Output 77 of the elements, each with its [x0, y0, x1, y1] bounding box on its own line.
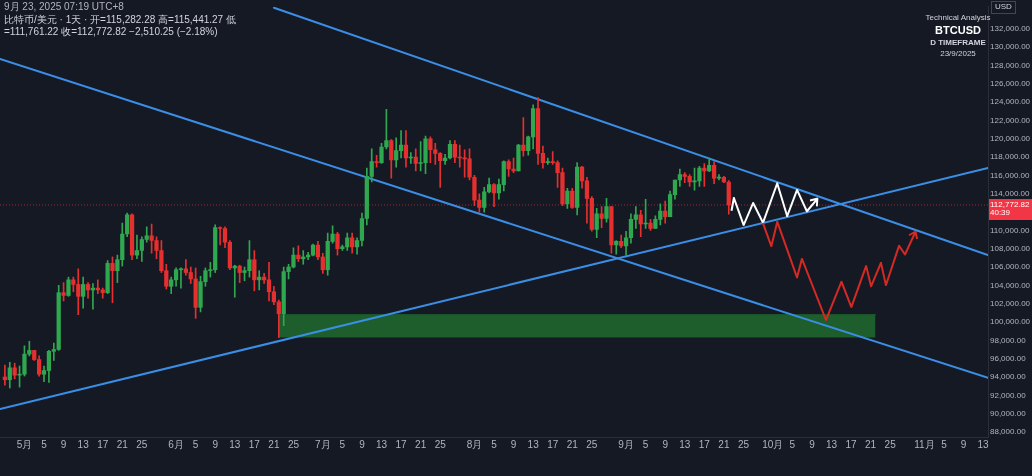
- annotation: D TIMEFRAME: [930, 38, 986, 48]
- x-tick-label: 25: [737, 438, 750, 450]
- x-tick-label: 17: [395, 438, 408, 450]
- text: 40:39: [990, 207, 1011, 217]
- x-tick-label: 25: [287, 438, 300, 450]
- annotation: BTCUSD: [935, 24, 981, 38]
- y-tick-label: 94,000.00: [990, 372, 1027, 382]
- x-tick-label: 5: [339, 438, 346, 450]
- x-tick-label: 17: [698, 438, 711, 450]
- x-tick-label: 25: [434, 438, 447, 450]
- y-tick-label: 106,000.00: [990, 262, 1031, 272]
- y-tick-label: 108,000.00: [990, 243, 1031, 253]
- y-tick-label: 116,000.00: [990, 170, 1030, 180]
- y-tick-label: 90,000.00: [990, 408, 1027, 418]
- x-tick-label: 21: [566, 438, 579, 450]
- annotation: 23/9/2025: [940, 49, 976, 59]
- x-tick-label: 21: [718, 438, 730, 450]
- x-tick-label: 9: [662, 438, 669, 450]
- x-tick-label: 5月: [16, 438, 33, 450]
- x-tick-label: 13: [679, 438, 691, 450]
- x-tick-label: 13: [825, 438, 838, 450]
- y-tick-label: 98,000.00: [990, 335, 1027, 345]
- y-tick-label: 122,000.00: [990, 115, 1031, 125]
- x-tick-label: 21: [865, 438, 877, 450]
- y-tick-label: 110,000.00: [990, 225, 1030, 235]
- y-tick-label: 104,000.00: [990, 280, 1031, 290]
- annotation: 9月 23, 2025 07:19 UTC+8: [4, 1, 124, 13]
- x-tick-label: 25: [884, 438, 897, 450]
- x-tick-label: 7月: [315, 438, 331, 450]
- x-tick-label: 13: [527, 438, 540, 450]
- x-tick-label: 25: [136, 438, 148, 450]
- x-tick-label: 9: [510, 438, 517, 450]
- y-tick-label: 96,000.00: [990, 353, 1027, 363]
- x-tick-label: 5: [642, 438, 649, 450]
- y-tick-label: 92,000.00: [990, 390, 1027, 400]
- x-tick-label: 13: [229, 438, 241, 450]
- x-tick-label: 8月: [466, 438, 483, 450]
- x-tick-label: 21: [116, 438, 129, 450]
- y-axis-title: USD: [991, 1, 1016, 14]
- y-tick-label: 132,000.00: [990, 23, 1031, 33]
- x-tick-label: 13: [375, 438, 388, 450]
- y-tick-label: 102,000.00: [990, 298, 1031, 308]
- y-tick-label: 88,000.00: [990, 427, 1027, 437]
- x-tick-label: 17: [845, 438, 858, 450]
- x-tick-label: 17: [97, 438, 109, 450]
- x-tick-label: 5: [789, 438, 796, 450]
- y-tick-label: 124,000.00: [990, 97, 1031, 107]
- annotation: Technical Analysis: [925, 13, 991, 23]
- x-tick-label: 10月: [762, 438, 784, 450]
- y-tick-label: 118,000.00: [990, 152, 1030, 162]
- x-tick-label: 11月: [914, 438, 935, 450]
- annotation: 比特币/美元 · 1天 · 开=115,282.28 高=115,441.27 低=111,761.22 收=112,772.82 −2,510.25 (−2.18%): [4, 14, 237, 38]
- y-tick-label: 114,000.00: [990, 188, 1030, 198]
- x-tick-label: 9: [212, 438, 219, 450]
- y-tick-label: 100,000.00: [990, 317, 1031, 327]
- x-tick-label: 5: [41, 438, 48, 450]
- x-tick-label: 9: [809, 438, 816, 450]
- x-tick-label: 5: [941, 438, 948, 450]
- x-tick-label: 13: [977, 438, 990, 450]
- x-tick-label: 5: [192, 438, 199, 450]
- x-tick-label: 17: [248, 438, 261, 450]
- x-tick-label: 6月: [168, 438, 184, 450]
- y-tick-label: 126,000.00: [990, 78, 1031, 88]
- x-tick-label: 21: [268, 438, 280, 450]
- y-tick-label: 130,000.00: [990, 42, 1031, 52]
- ref-line-label: 112,772.82: [990, 200, 1030, 210]
- x-tick-label: 21: [415, 438, 427, 450]
- y-tick-label: 128,000.00: [990, 60, 1031, 70]
- x-tick-label: 9: [359, 438, 366, 450]
- x-tick-label: 17: [547, 438, 559, 450]
- x-tick-label: 9: [60, 438, 67, 450]
- x-tick-label: 9: [960, 438, 967, 450]
- x-tick-label: 5: [491, 438, 498, 450]
- x-tick-label: 9月: [618, 438, 634, 450]
- x-tick-label: 13: [77, 438, 90, 450]
- y-tick-label: 120,000.00: [990, 133, 1031, 143]
- x-tick-label: 25: [586, 438, 598, 450]
